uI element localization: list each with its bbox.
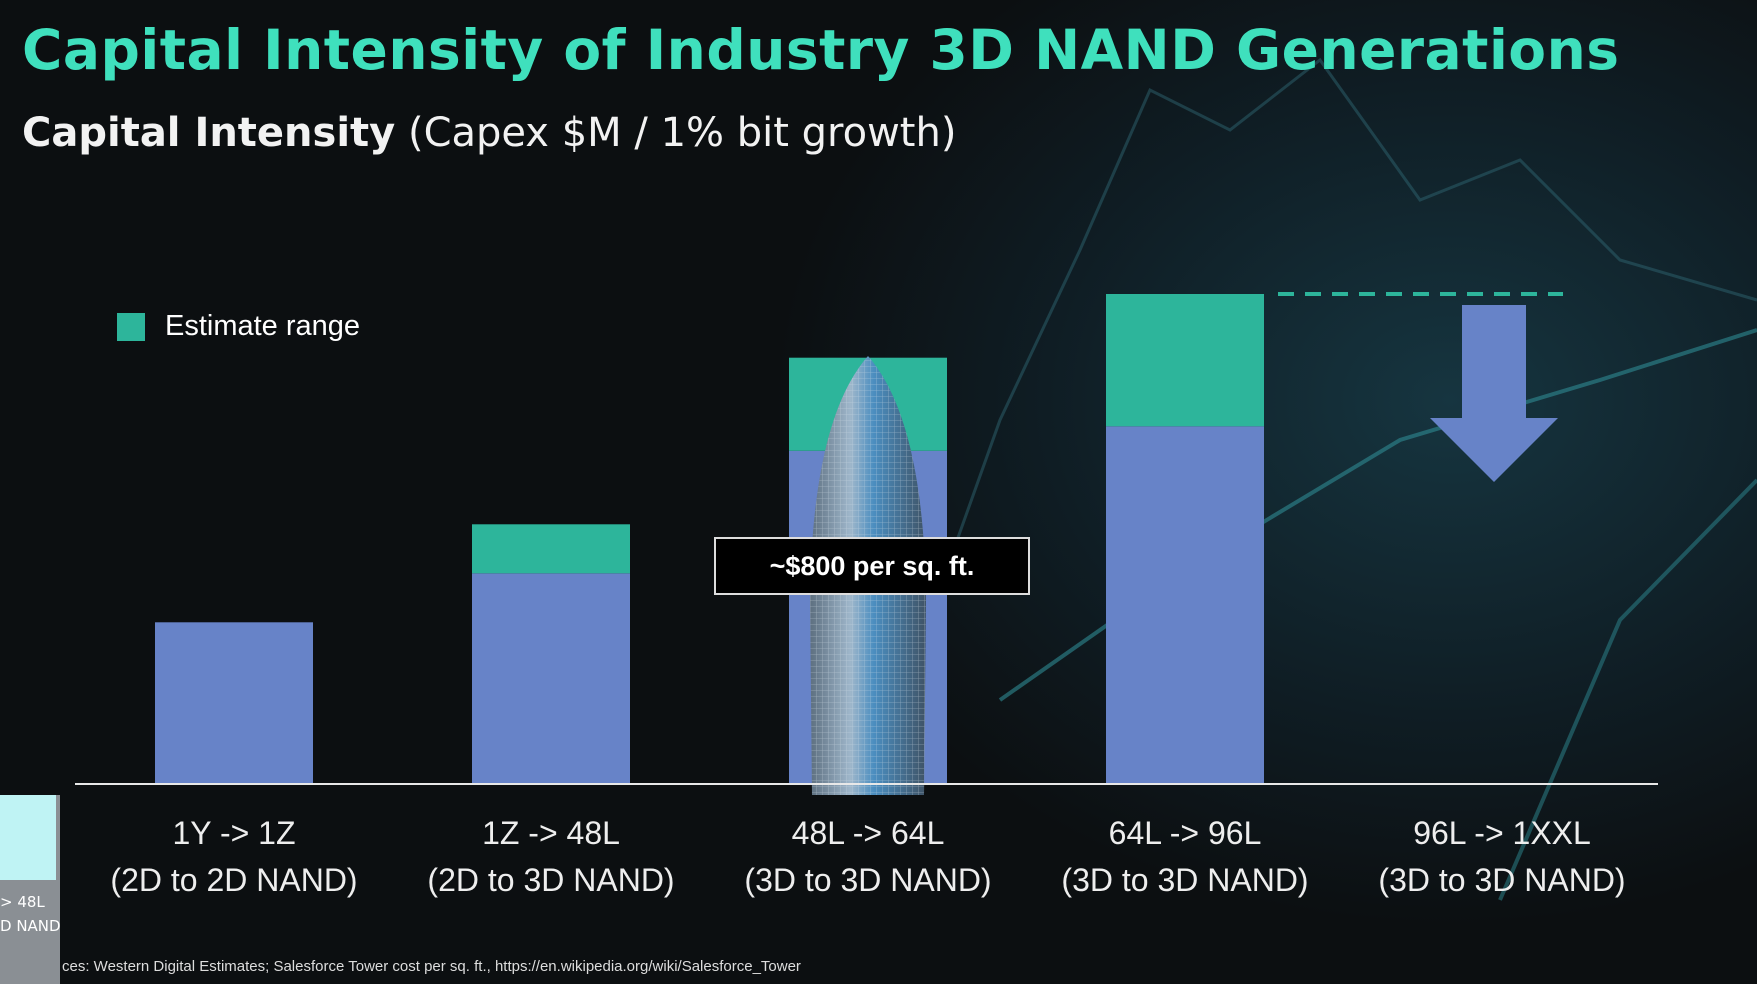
legend: Estimate range [117, 310, 360, 343]
thumbnail-screen [0, 795, 56, 880]
x-tick-label: 96L -> 1XXL (3D to 3D NAND) [1342, 810, 1662, 904]
x-tick-mainlabel: 1Z -> 48L [482, 815, 620, 851]
x-tick-sublabel: (3D to 3D NAND) [1378, 862, 1626, 898]
slide-title: Capital Intensity of Industry 3D NAND Ge… [22, 18, 1620, 82]
source-footnote: ces: Western Digital Estimates; Salesfor… [62, 958, 801, 975]
down-arrow-icon [1430, 305, 1558, 482]
x-tick-mainlabel: 64L -> 96L [1108, 815, 1262, 851]
bar-base-1 [472, 573, 630, 784]
x-tick-mainlabel: 48L -> 64L [791, 815, 945, 851]
bar-estimate-range-1 [472, 524, 630, 574]
subtitle-bold: Capital Intensity [22, 110, 396, 156]
chart-subtitle: Capital Intensity (Capex $M / 1% bit gro… [22, 110, 956, 156]
legend-label: Estimate range [165, 310, 361, 342]
legend-swatch-estimate [117, 312, 145, 341]
bar-base-0 [155, 622, 313, 784]
x-tick-sublabel: (3D to 3D NAND) [744, 862, 992, 898]
subtitle-units: (Capex $M / 1% bit growth) [395, 110, 957, 156]
x-tick-label: 1Z -> 48L (2D to 3D NAND) [391, 810, 711, 904]
x-tick-sublabel: (3D to 3D NAND) [1061, 862, 1309, 898]
bar-base-3 [1106, 426, 1264, 784]
callout-cost-per-sqft: ~$800 per sq. ft. [714, 537, 1030, 595]
x-tick-mainlabel: 96L -> 1XXL [1413, 815, 1591, 851]
x-tick-mainlabel: 1Y -> 1Z [172, 815, 296, 851]
x-tick-sublabel: (2D to 3D NAND) [427, 862, 675, 898]
x-tick-label: 48L -> 64L (3D to 3D NAND) [708, 810, 1028, 904]
x-tick-label: 1Y -> 1Z (2D to 2D NAND) [74, 810, 394, 904]
x-tick-sublabel: (2D to 2D NAND) [110, 862, 358, 898]
x-tick-label: 64L -> 96L (3D to 3D NAND) [1025, 810, 1345, 904]
thumbnail-text-2: D NAND [0, 917, 60, 935]
thumbnail-text-1: > 48L [0, 893, 45, 911]
video-thumbnail: > 48L D NAND [0, 795, 60, 984]
bar-estimate-range-3 [1106, 294, 1264, 427]
